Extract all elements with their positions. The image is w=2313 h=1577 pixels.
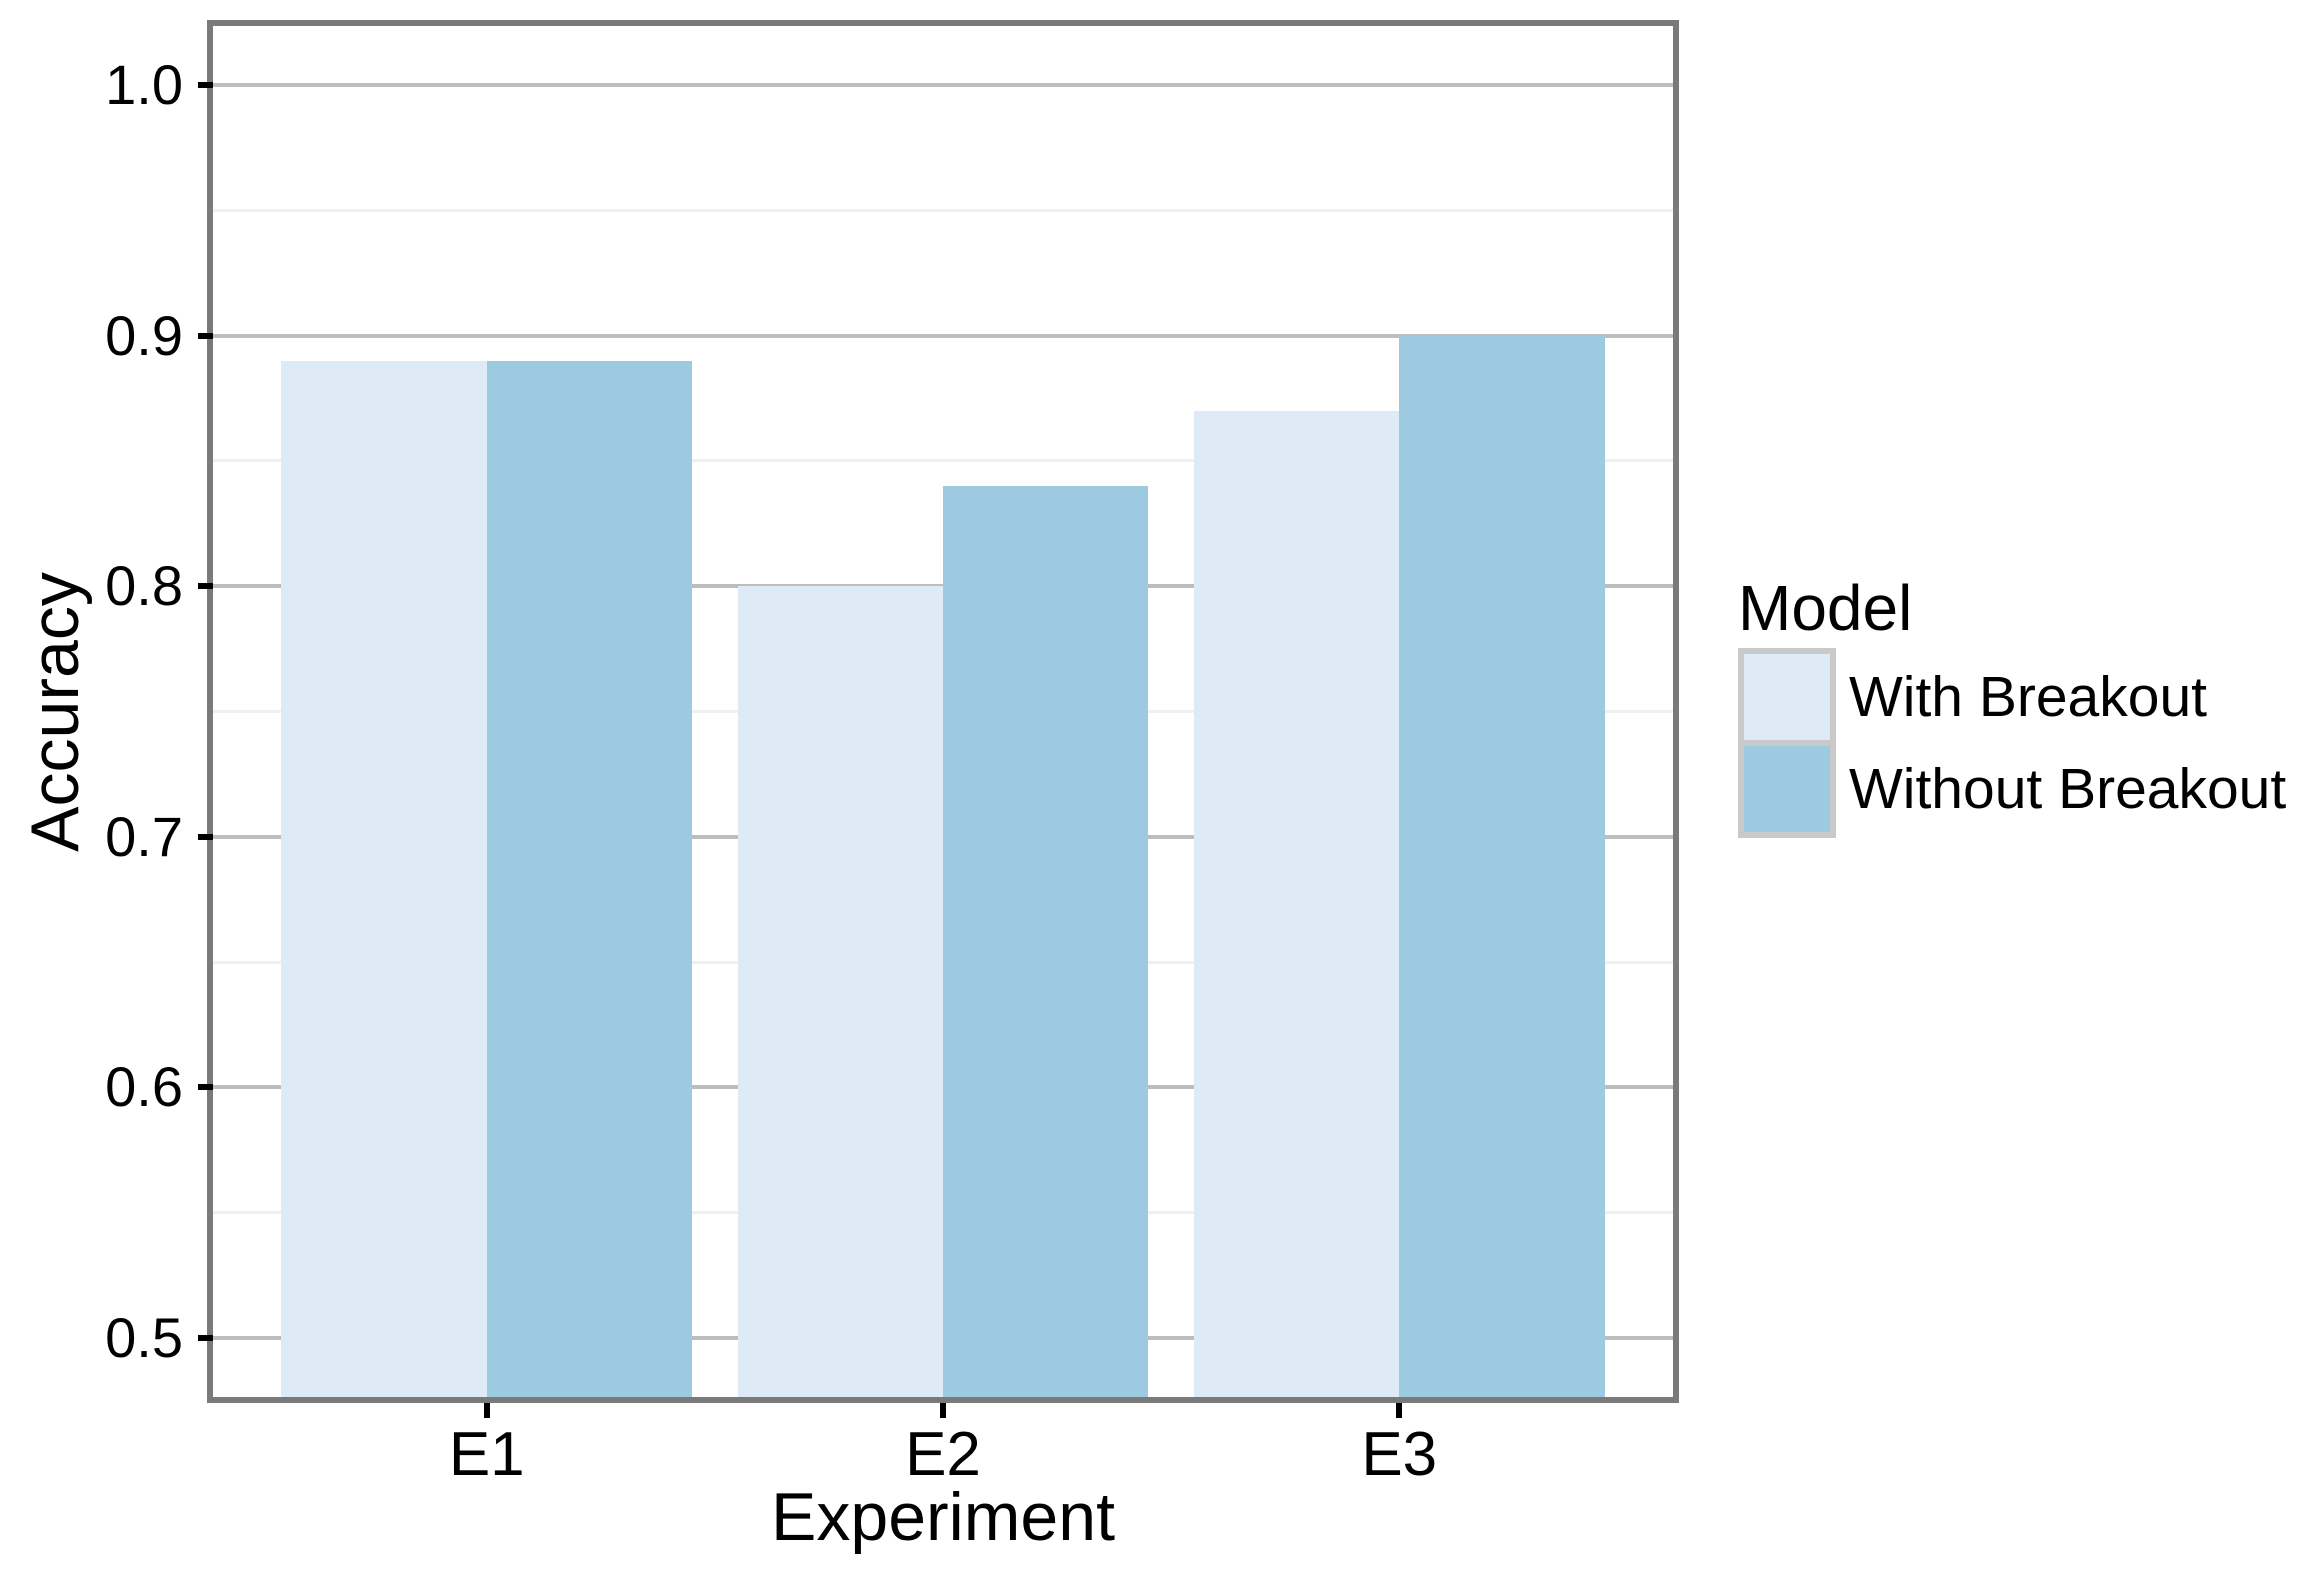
x-tick-label: E3 [1361, 1420, 1438, 1489]
plot-panel [207, 20, 1679, 1403]
y-tick-label: 0.8 [105, 554, 183, 618]
bar-e1-without-breakout [486, 360, 693, 1397]
y-tick-label: 0.5 [105, 1306, 183, 1370]
bar-e2-with-breakout [737, 586, 943, 1397]
gridline-major [213, 82, 1673, 87]
gridline-minor [213, 459, 1673, 463]
legend-swatch-with-breakout [1738, 648, 1836, 746]
x-tick [483, 1403, 490, 1418]
y-axis-title: Accuracy [17, 571, 93, 852]
gridline-minor [213, 208, 1673, 212]
bar-e1-with-breakout [281, 360, 487, 1397]
bar-e2-without-breakout [943, 485, 1149, 1397]
x-tick [940, 1403, 946, 1418]
x-axis-title: Experiment [771, 1479, 1115, 1555]
bar-e3-without-breakout [1399, 335, 1605, 1397]
legend: Model With Breakout Without Breakout [1738, 568, 2286, 838]
gridline-major [213, 333, 1673, 338]
y-tick-label: 0.6 [105, 1055, 183, 1119]
y-tick-label: 0.7 [105, 804, 183, 868]
y-tick-label: 0.9 [105, 303, 183, 367]
x-tick [1396, 1403, 1403, 1418]
y-tick [198, 583, 213, 590]
y-tick-label: 1.0 [105, 52, 183, 116]
y-tick [198, 1335, 213, 1342]
legend-item: With Breakout [1738, 648, 2286, 746]
x-tick-label: E2 [905, 1420, 981, 1489]
legend-swatch-without-breakout [1738, 740, 1836, 838]
x-tick-label: E1 [448, 1420, 525, 1489]
legend-title: Model [1738, 572, 1913, 644]
y-tick [198, 332, 213, 339]
legend-item: Without Breakout [1738, 740, 2286, 838]
y-tick [198, 1084, 213, 1091]
bar-e3-with-breakout [1193, 410, 1400, 1397]
legend-label: With Breakout [1849, 664, 2207, 729]
y-tick [198, 833, 213, 840]
legend-label: Without Breakout [1849, 756, 2287, 821]
y-tick [198, 81, 213, 88]
